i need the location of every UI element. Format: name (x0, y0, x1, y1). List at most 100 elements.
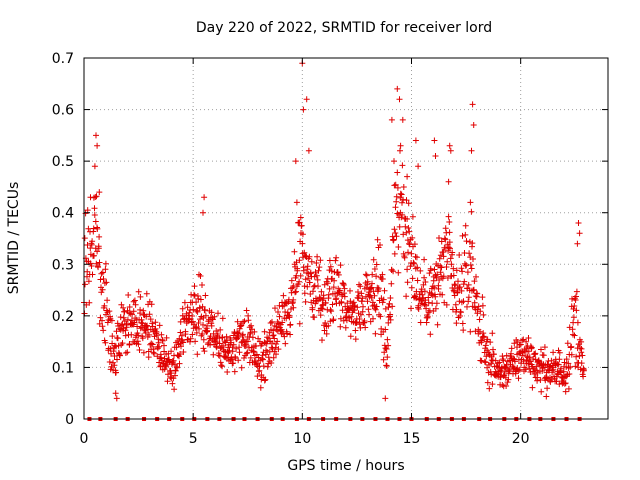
data-point (364, 278, 371, 285)
data-point (580, 367, 587, 374)
data-point (129, 311, 135, 318)
data-point (538, 346, 544, 353)
data-point (84, 207, 91, 214)
data-point (503, 383, 510, 389)
data-point (356, 316, 363, 322)
data-point (373, 261, 380, 268)
data-point (388, 116, 395, 123)
data-point (391, 226, 398, 233)
data-point (404, 279, 411, 286)
grid-lines (84, 58, 608, 419)
data-point (174, 364, 181, 371)
data-point (352, 327, 359, 334)
data-point (464, 303, 470, 310)
data-point (519, 352, 526, 359)
data-point (562, 380, 569, 387)
data-point (191, 283, 198, 290)
data-point (280, 292, 287, 299)
data-point (125, 292, 132, 298)
data-point (385, 342, 392, 349)
data-point (380, 356, 387, 363)
data-point (117, 352, 123, 359)
data-point (399, 116, 406, 123)
data-point (317, 312, 324, 319)
y-axis-label: SRMTID / TECUs (6, 182, 22, 295)
data-point (389, 303, 396, 310)
data-point (197, 316, 203, 323)
data-point (462, 222, 469, 229)
data-point (393, 233, 400, 240)
data-point (405, 200, 412, 207)
data-point (434, 271, 441, 278)
data-point (366, 311, 373, 318)
data-point (135, 341, 142, 348)
data-point (215, 350, 222, 357)
data-point (106, 359, 113, 365)
data-point (156, 322, 163, 329)
data-point (251, 328, 258, 335)
data-point (333, 254, 340, 261)
data-point (352, 336, 359, 343)
data-point (508, 345, 515, 352)
data-point (177, 329, 184, 336)
data-point (308, 258, 315, 265)
data-point (425, 294, 432, 301)
data-point (310, 288, 316, 295)
data-point (297, 272, 304, 279)
data-point (193, 307, 200, 314)
data-point (412, 137, 419, 144)
data-point (243, 307, 250, 314)
data-point (546, 363, 553, 370)
data-point (399, 211, 406, 218)
data-point (201, 194, 208, 201)
data-point (385, 304, 392, 311)
data-point (313, 272, 320, 279)
data-point (93, 193, 100, 200)
data-point (573, 307, 580, 314)
data-point (354, 304, 361, 311)
data-point (115, 342, 122, 349)
data-point (197, 296, 204, 303)
data-point (270, 332, 277, 339)
data-point (397, 147, 403, 154)
data-point (132, 301, 139, 308)
data-point (116, 325, 123, 332)
data-point (335, 271, 342, 278)
data-point (200, 209, 206, 216)
data-point (200, 321, 206, 328)
data-point (474, 290, 481, 297)
data-point (383, 363, 390, 369)
data-point (467, 328, 474, 335)
data-point (332, 257, 339, 264)
data-point (480, 311, 487, 318)
data-point (215, 310, 221, 317)
y-tick-label: 0.6 (52, 103, 74, 119)
data-point (403, 293, 410, 300)
data-point (120, 314, 127, 321)
data-point (101, 302, 108, 309)
data-point (447, 147, 454, 154)
y-tick-label: 0.2 (52, 309, 74, 325)
data-point (479, 302, 486, 309)
data-point (204, 327, 211, 334)
data-point (468, 208, 475, 215)
data-point (445, 178, 452, 185)
data-point (413, 254, 420, 261)
data-point (213, 343, 220, 350)
data-point (579, 352, 586, 359)
data-point (577, 345, 584, 351)
data-point (506, 368, 513, 375)
data-point (550, 366, 557, 373)
data-point (267, 320, 274, 326)
data-point (532, 350, 539, 357)
data-point (268, 360, 275, 366)
data-point (392, 204, 399, 211)
data-point (99, 323, 106, 330)
data-point (124, 349, 131, 356)
data-point (455, 278, 461, 285)
data-point (191, 291, 197, 298)
data-point (399, 199, 405, 206)
data-point (312, 269, 319, 276)
data-point (199, 303, 206, 310)
